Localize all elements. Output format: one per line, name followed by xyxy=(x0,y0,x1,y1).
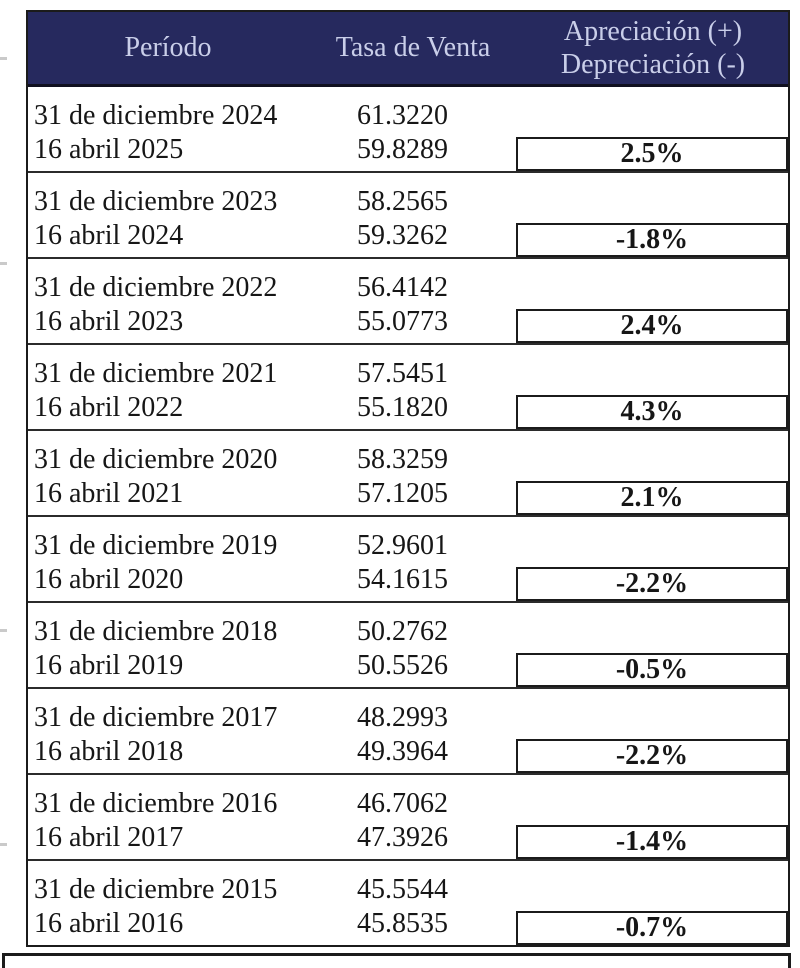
period-start-date: 31 de diciembre 2020 xyxy=(34,444,278,475)
rate-start-value: 57.5451 xyxy=(357,358,448,389)
rate-end-value: 49.3964 xyxy=(357,736,448,767)
rate-end-value: 54.1615 xyxy=(357,564,448,595)
column-header-period: Período xyxy=(124,32,212,63)
rate-start-value: 50.2762 xyxy=(357,616,448,647)
rate-start-value: 45.5544 xyxy=(357,874,448,905)
period-end-date: 16 abril 2018 xyxy=(34,736,184,767)
period-start-date: 31 de diciembre 2022 xyxy=(34,272,278,303)
column-header-change: Apreciación (+) Depreciación (-) xyxy=(518,15,788,81)
change-badge: -2.2% xyxy=(516,567,788,601)
period-start-date: 31 de diciembre 2023 xyxy=(34,186,278,217)
scan-tick-mark xyxy=(0,843,7,846)
rate-end-value: 55.0773 xyxy=(357,306,448,337)
change-badge: -2.2% xyxy=(516,739,788,773)
column-header-rate: Tasa de Venta xyxy=(335,32,491,63)
period-start-date: 31 de diciembre 2021 xyxy=(34,358,278,389)
rate-group: 31 de diciembre 2024 61.3220 16 abril 2025… xyxy=(28,87,788,173)
period-end-date: 16 abril 2022 xyxy=(34,392,184,423)
rate-group: 31 de diciembre 2021 57.5451 16 abril 2022… xyxy=(28,345,788,431)
rate-end-value: 59.8289 xyxy=(357,134,448,165)
period-end-date: 16 abril 2019 xyxy=(34,650,184,681)
period-start-date: 31 de diciembre 2018 xyxy=(34,616,278,647)
period-start-date: 31 de diciembre 2017 xyxy=(34,702,278,733)
scan-tick-mark xyxy=(0,57,7,60)
change-badge: -0.5% xyxy=(516,653,788,687)
rate-start-value: 61.3220 xyxy=(357,100,448,131)
rate-end-value: 57.1205 xyxy=(357,478,448,509)
rate-end-value: 55.1820 xyxy=(357,392,448,423)
footnote-box xyxy=(2,953,791,968)
rate-group: 31 de diciembre 2017 48.2993 16 abril 2018… xyxy=(28,689,788,775)
change-badge: 2.4% xyxy=(516,309,788,343)
change-badge: -1.8% xyxy=(516,223,788,257)
rate-start-value: 46.7062 xyxy=(357,788,448,819)
rate-start-value: 52.9601 xyxy=(357,530,448,561)
period-start-date: 31 de diciembre 2016 xyxy=(34,788,278,819)
scan-tick-mark xyxy=(0,262,7,265)
period-end-date: 16 abril 2021 xyxy=(34,478,184,509)
rate-start-value: 58.2565 xyxy=(357,186,448,217)
period-start-date: 31 de diciembre 2024 xyxy=(34,100,278,131)
rate-group: 31 de diciembre 2018 50.2762 16 abril 2019… xyxy=(28,603,788,689)
rate-group: 31 de diciembre 2023 58.2565 16 abril 2024… xyxy=(28,173,788,259)
rate-group: 31 de diciembre 2022 56.4142 16 abril 2023… xyxy=(28,259,788,345)
period-end-date: 16 abril 2017 xyxy=(34,822,184,853)
rate-start-value: 48.2993 xyxy=(357,702,448,733)
table-header: Período Tasa de Venta Apreciación (+) De… xyxy=(28,12,788,87)
rate-group: 31 de diciembre 2020 58.3259 16 abril 2021… xyxy=(28,431,788,517)
period-start-date: 31 de diciembre 2019 xyxy=(34,530,278,561)
rate-group: 31 de diciembre 2016 46.7062 16 abril 2017… xyxy=(28,775,788,861)
change-badge: -0.7% xyxy=(516,911,788,945)
rate-start-value: 58.3259 xyxy=(357,444,448,475)
rate-start-value: 56.4142 xyxy=(357,272,448,303)
change-badge: -1.4% xyxy=(516,825,788,859)
scan-tick-mark xyxy=(0,629,7,632)
table-body: 31 de diciembre 2024 61.3220 16 abril 2025… xyxy=(28,87,788,945)
period-end-date: 16 abril 2020 xyxy=(34,564,184,595)
column-header-change-line1: Apreciación (+) xyxy=(563,16,743,47)
change-badge: 2.1% xyxy=(516,481,788,515)
rate-group: 31 de diciembre 2015 45.5544 16 abril 2016… xyxy=(28,861,788,945)
change-badge: 2.5% xyxy=(516,137,788,171)
change-badge: 4.3% xyxy=(516,395,788,429)
rate-end-value: 50.5526 xyxy=(357,650,448,681)
period-end-date: 16 abril 2023 xyxy=(34,306,184,337)
rate-end-value: 45.8535 xyxy=(357,908,448,939)
rate-end-value: 59.3262 xyxy=(357,220,448,251)
period-end-date: 16 abril 2025 xyxy=(34,134,184,165)
column-header-change-line2: Depreciación (-) xyxy=(560,49,746,80)
period-end-date: 16 abril 2016 xyxy=(34,908,184,939)
exchange-rate-table: Período Tasa de Venta Apreciación (+) De… xyxy=(26,10,790,947)
rate-end-value: 47.3926 xyxy=(357,822,448,853)
rate-group: 31 de diciembre 2019 52.9601 16 abril 2020… xyxy=(28,517,788,603)
period-end-date: 16 abril 2024 xyxy=(34,220,184,251)
period-start-date: 31 de diciembre 2015 xyxy=(34,874,278,905)
